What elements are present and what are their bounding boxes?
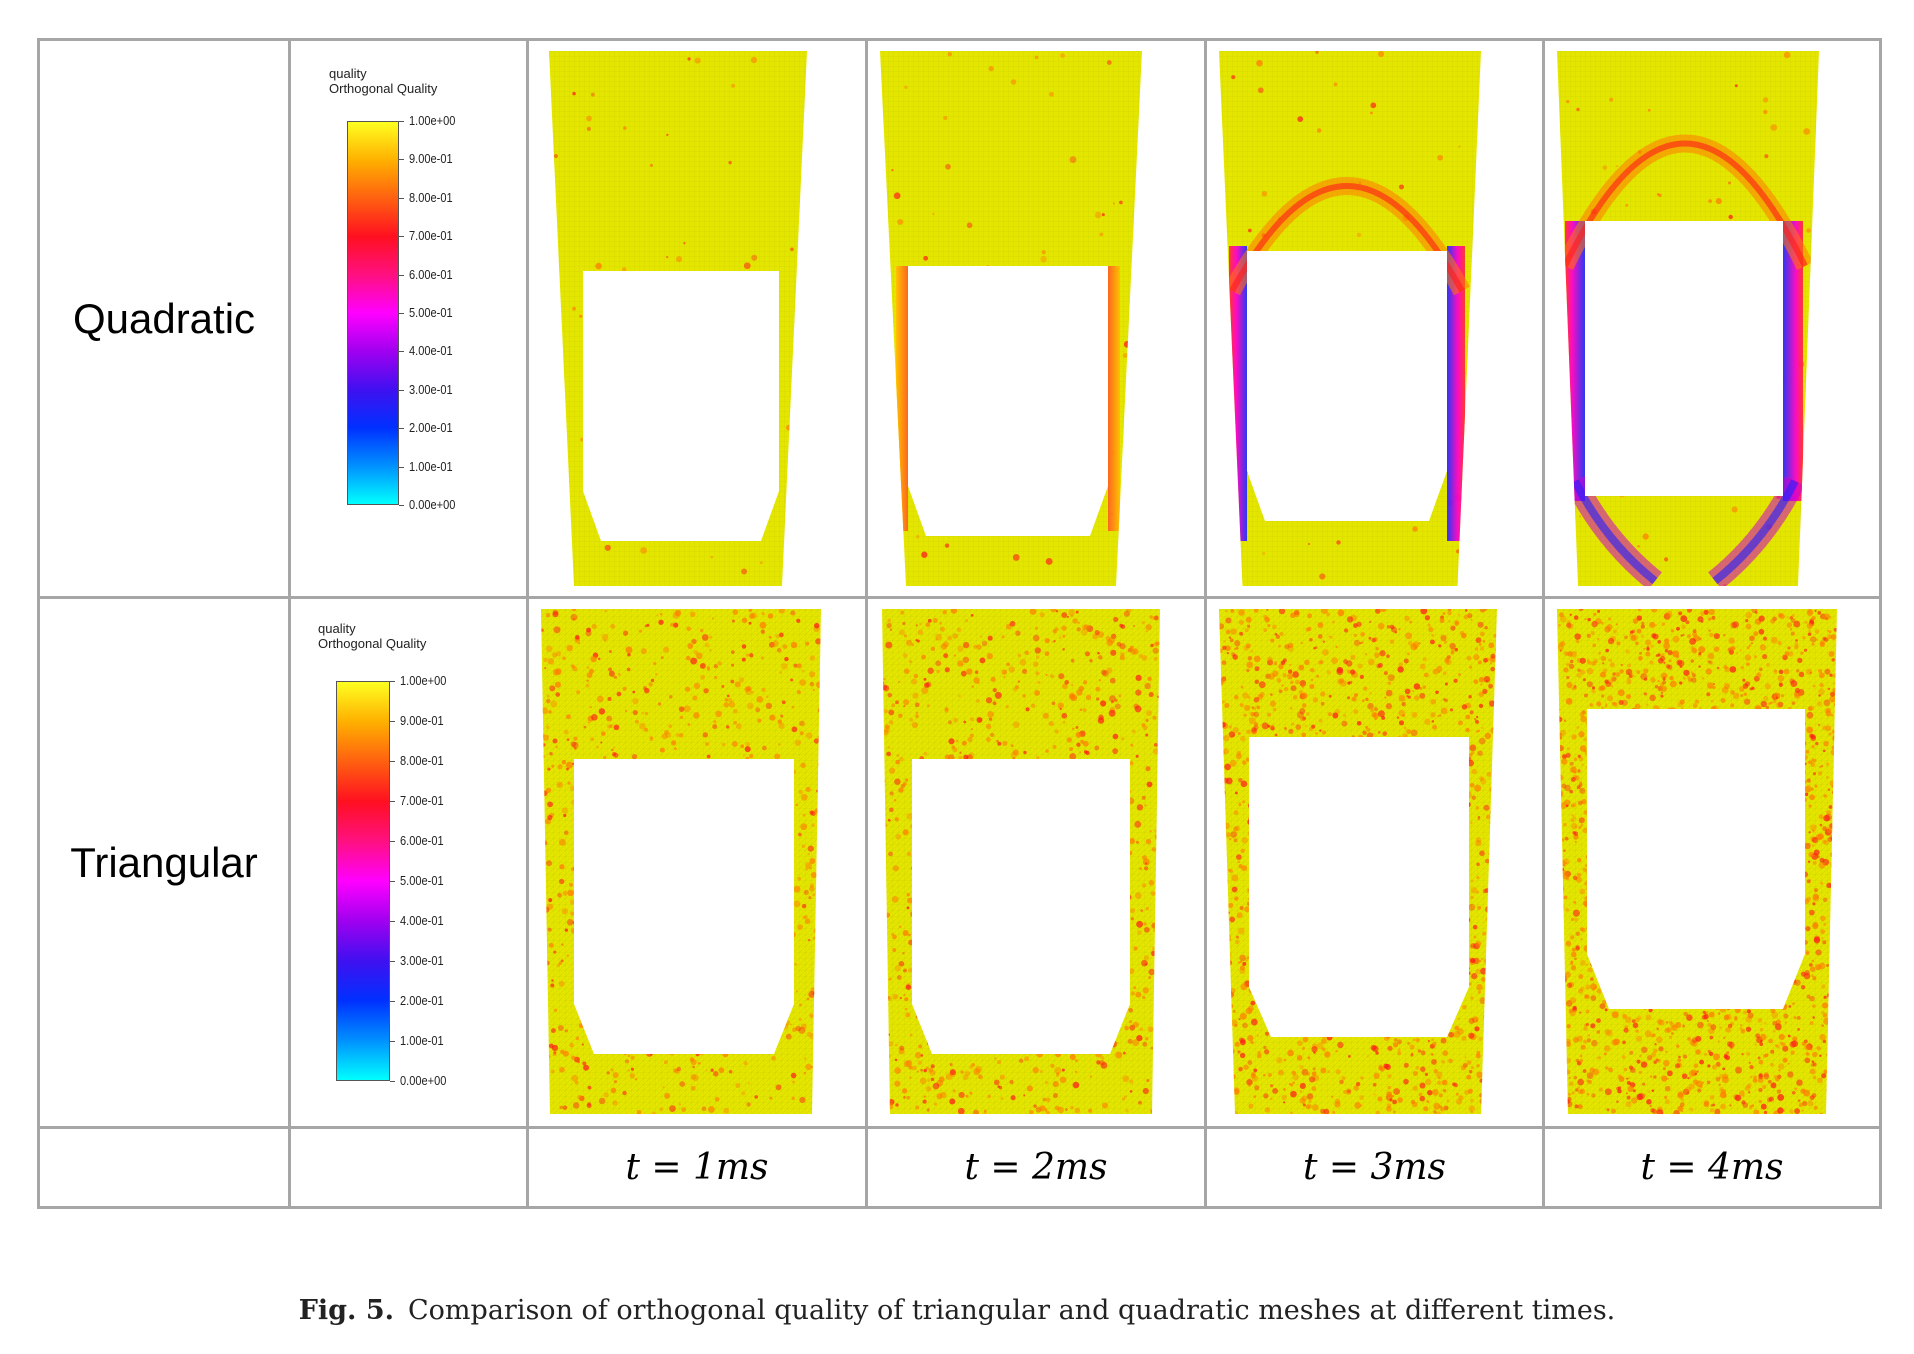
legend-tick-label: 8.00e-01 (409, 189, 453, 205)
body-void (1247, 251, 1447, 521)
legend-tick-label: 5.00e-01 (400, 873, 444, 888)
legend-tick-mark (390, 921, 395, 922)
legend-tick-label: 3.00e-01 (400, 953, 444, 968)
legend-tick-mark (399, 466, 404, 468)
legend-tick-mark (390, 841, 395, 842)
row-label-quadratic: Quadratic (37, 38, 291, 599)
legend-tick-label: 7.00e-01 (400, 793, 444, 808)
legend-tick-mark (390, 681, 395, 682)
body-void (1249, 737, 1469, 1037)
legend-tick-mark (390, 1041, 395, 1042)
legend-title-quantity: quality (329, 66, 367, 81)
legend-tick-label: 5.00e-01 (409, 305, 453, 320)
legend-tick-label: 4.00e-01 (409, 343, 453, 359)
legend-tick-mark (390, 1001, 395, 1002)
body-void (574, 759, 794, 1054)
legend-tick-mark (399, 236, 404, 238)
empty-cell-a (37, 1126, 291, 1209)
legend-tick-mark (399, 428, 404, 430)
snapshot-quadratic-2ms (865, 38, 1207, 599)
legend-tick-label: 2.00e-01 (400, 993, 444, 1008)
row-label-triangular: Triangular (37, 596, 291, 1129)
legend-tick-label: 6.00e-01 (400, 833, 444, 848)
legend-tick-label: 9.00e-01 (409, 151, 453, 167)
snapshot-quadratic-1ms (526, 38, 868, 599)
legend-title-name: Orthogonal Quality (329, 81, 438, 96)
legend-tick-mark (399, 274, 404, 276)
legend-title-name: Orthogonal Quality (318, 636, 427, 651)
body-void (1585, 221, 1783, 496)
legend-tick-label: 1.00e+00 (400, 673, 447, 688)
snapshot-triangular-3ms (1204, 596, 1545, 1129)
caption-text: Comparison of orthogonal quality of tria… (408, 1295, 1616, 1326)
snapshot-triangular-1ms (526, 596, 868, 1129)
legend-tick-mark (399, 159, 404, 161)
legend-tick-label: 4.00e-01 (400, 913, 444, 928)
figure-table: Quadratic quality Orthogonal Quality 1.00e… (37, 38, 1882, 1209)
legend-tick-label: 6.00e-01 (409, 266, 453, 282)
caption-label: Fig. 5. (298, 1295, 395, 1326)
snapshot-triangular-2ms (865, 596, 1207, 1129)
row-quadratic: Quadratic quality Orthogonal Quality 1.00e… (37, 38, 1882, 599)
legend-tick-mark (399, 505, 404, 506)
body-void (1587, 709, 1805, 1009)
time-label-4: t = 4ms (1542, 1126, 1882, 1209)
legend-tick-mark (399, 197, 404, 199)
legend-tick-mark (399, 351, 404, 353)
legend-tick-mark (399, 389, 404, 391)
snapshot-quadratic-4ms (1542, 38, 1882, 599)
empty-cell-b (288, 1126, 529, 1209)
legend-tick-label: 1.00e-01 (400, 1033, 444, 1048)
snapshot-quadratic-3ms (1204, 38, 1545, 599)
body-void (912, 759, 1130, 1054)
legend-tick-mark (390, 961, 395, 962)
time-label-2: t = 2ms (865, 1126, 1207, 1209)
legend-tick-label: 3.00e-01 (409, 381, 453, 397)
legend-tick-label: 9.00e-01 (400, 713, 444, 728)
legend-tick-mark (390, 721, 395, 722)
legend-tick-mark (390, 801, 395, 802)
figure-caption: Fig. 5. Comparison of orthogonal quality … (0, 1295, 1914, 1326)
legend-cell-triangular: quality Orthogonal Quality 1.00e+00 9.00e-0… (288, 596, 529, 1129)
legend-tick-mark (399, 121, 404, 122)
body-void (583, 271, 779, 541)
colorbar (347, 121, 399, 505)
colorbar (336, 681, 390, 1081)
time-label-1: t = 1ms (526, 1126, 868, 1209)
legend-tick-label: 8.00e-01 (400, 753, 444, 768)
legend-cell-quadratic: quality Orthogonal Quality 1.00e+00 9.00e-0… (288, 38, 529, 599)
legend-tick-label: 1.00e+00 (409, 113, 456, 128)
row-times: t = 1ms t = 2ms t = 3ms t = 4ms (37, 1126, 1882, 1209)
legend-tick-label: 0.00e+00 (409, 497, 456, 512)
snapshot-triangular-4ms (1542, 596, 1882, 1129)
legend-title-quantity: quality (318, 621, 356, 636)
body-void (908, 266, 1108, 536)
row-triangular: Triangular quality Orthogonal Quality 1.00… (37, 596, 1882, 1129)
legend-tick-mark (399, 313, 404, 314)
legend-tick-label: 1.00e-01 (409, 458, 453, 474)
legend-tick-label: 2.00e-01 (409, 420, 453, 436)
legend-tick-mark (390, 1081, 395, 1082)
legend-tick-mark (390, 761, 395, 762)
time-label-3: t = 3ms (1204, 1126, 1545, 1209)
legend-tick-label: 0.00e+00 (400, 1073, 447, 1088)
legend-tick-mark (390, 881, 395, 882)
legend-tick-label: 7.00e-01 (409, 228, 453, 244)
